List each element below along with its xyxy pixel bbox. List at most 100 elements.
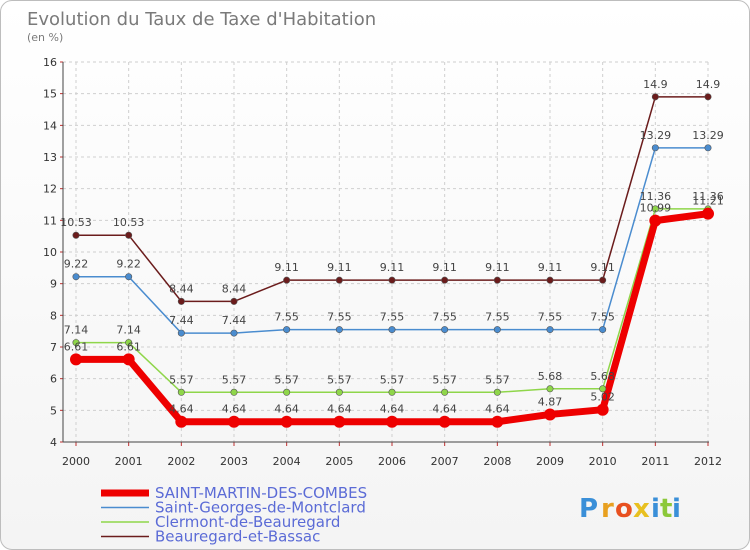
y-tick-label: 5 xyxy=(50,404,57,417)
x-tick-label: 2002 xyxy=(167,455,195,468)
data-point xyxy=(441,388,449,396)
data-label: 9.22 xyxy=(116,258,141,271)
data-label: 9.11 xyxy=(432,261,457,274)
data-point xyxy=(72,273,80,281)
data-labels: 10.53 10.53 8.44 8.44 9.11 9.11 9.11 9.11 9.11 9.… xyxy=(60,78,724,416)
data-point xyxy=(596,403,609,416)
data-point xyxy=(72,231,80,239)
data-point xyxy=(283,388,291,396)
data-label: 7.55 xyxy=(380,311,405,324)
data-point xyxy=(125,231,133,239)
data-point xyxy=(280,415,293,428)
data-point xyxy=(335,326,343,334)
data-point xyxy=(599,385,607,393)
data-point xyxy=(335,388,343,396)
x-tick-label: 2005 xyxy=(325,455,353,468)
data-label: 9.11 xyxy=(590,261,615,274)
data-label: 5.57 xyxy=(222,373,247,386)
data-point xyxy=(283,276,291,284)
data-label: 7.55 xyxy=(432,311,457,324)
x-tick-label: 2001 xyxy=(115,455,143,468)
data-point xyxy=(651,205,659,213)
data-point xyxy=(175,415,188,428)
data-label: 13.29 xyxy=(692,129,724,142)
data-point xyxy=(493,326,501,334)
data-label: 5.68 xyxy=(538,370,563,383)
data-label: 6.61 xyxy=(64,340,89,353)
data-label: 11.36 xyxy=(640,190,672,203)
data-point xyxy=(228,415,240,428)
data-label: 14.9 xyxy=(696,78,721,91)
data-point xyxy=(230,388,238,396)
data-label: 5.68 xyxy=(590,370,615,383)
data-label: 4.64 xyxy=(169,403,194,416)
data-label: 13.29 xyxy=(640,129,672,142)
data-label: 9.11 xyxy=(327,261,352,274)
y-tick-label: 10 xyxy=(43,246,57,259)
data-point xyxy=(177,297,185,305)
data-label: 5.57 xyxy=(432,373,457,386)
y-tick-label: 14 xyxy=(43,119,57,132)
data-point xyxy=(544,408,556,421)
y-tick-label: 12 xyxy=(43,183,57,196)
data-label: 14.9 xyxy=(643,78,668,91)
data-label: 7.44 xyxy=(222,314,247,327)
data-point xyxy=(651,93,659,101)
x-tick-label: 2007 xyxy=(431,455,459,468)
data-point xyxy=(546,385,554,393)
data-label: 9.22 xyxy=(64,258,89,271)
data-point xyxy=(386,415,398,428)
x-tick-label: 2012 xyxy=(694,455,722,468)
data-point xyxy=(177,388,185,396)
data-label: 7.14 xyxy=(116,324,141,337)
data-point xyxy=(283,326,291,334)
y-tick-label: 16 xyxy=(43,56,57,69)
axes: 4 5 6 7 8 9 10 11 12 13 14 15 16 2000 2001 2002 2003 2004… xyxy=(43,56,722,468)
data-point xyxy=(702,207,714,220)
x-tick-label: 2009 xyxy=(536,455,564,468)
x-tick-label: 2011 xyxy=(641,455,669,468)
data-point xyxy=(599,276,607,284)
data-point xyxy=(177,329,185,337)
data-label: 9.11 xyxy=(538,261,563,274)
legend-label: SAINT-MARTIN-DES-COMBES xyxy=(155,484,367,502)
brand-letter: i xyxy=(672,494,681,524)
data-label: 10.99 xyxy=(640,202,672,215)
data-point xyxy=(230,329,238,337)
data-point xyxy=(125,339,133,347)
legend: SAINT-MARTIN-DES-COMBESSaint-Georges-de-… xyxy=(101,484,367,546)
data-label: 7.55 xyxy=(590,311,615,324)
data-point xyxy=(125,273,133,281)
data-label: 5.57 xyxy=(485,373,510,386)
data-point xyxy=(493,388,501,396)
chart-title: Evolution du Taux de Taxe d'Habitation xyxy=(27,9,376,30)
brand-letter: t xyxy=(660,494,672,524)
data-label: 4.64 xyxy=(485,403,510,416)
data-label: 5.57 xyxy=(380,373,405,386)
data-label: 7.55 xyxy=(538,311,563,324)
legend-label: Beauregard-et-Bassac xyxy=(155,528,320,546)
data-label: 4.64 xyxy=(222,403,247,416)
data-point xyxy=(388,388,396,396)
data-point xyxy=(546,326,554,334)
legend-label: Saint-Georges-de-Montclard xyxy=(155,499,366,517)
data-label: 8.44 xyxy=(169,282,194,295)
brand-letter: i xyxy=(651,494,660,524)
data-label: 4.64 xyxy=(274,403,299,416)
x-tick-label: 2008 xyxy=(483,455,511,468)
brand-letter: r xyxy=(601,494,614,524)
data-label: 10.53 xyxy=(113,216,145,229)
data-label: 4.64 xyxy=(432,403,457,416)
data-point xyxy=(651,144,659,152)
data-label: 4.64 xyxy=(327,403,352,416)
y-tick-label: 9 xyxy=(50,278,57,291)
data-point xyxy=(704,93,712,101)
data-point xyxy=(441,326,449,334)
data-point xyxy=(649,214,662,227)
data-point xyxy=(333,415,346,428)
data-label: 9.11 xyxy=(274,261,299,274)
y-tick-label: 15 xyxy=(43,88,57,101)
y-tick-label: 11 xyxy=(43,214,57,227)
chart-subtitle: (en %) xyxy=(27,31,63,44)
